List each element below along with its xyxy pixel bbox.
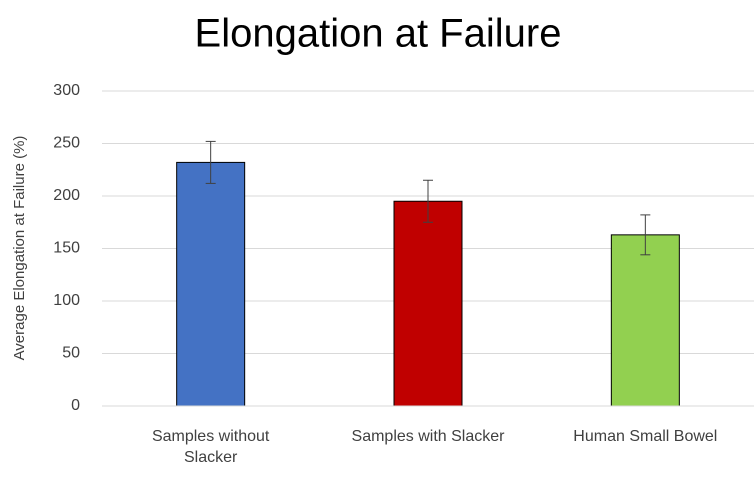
- error-bar: [423, 179, 433, 223]
- y-axis-label: Average Elongation at Failure (%): [11, 136, 28, 361]
- chart-title: Elongation at Failure: [195, 12, 562, 56]
- error-bar: [205, 140, 216, 184]
- error-bar: [640, 214, 651, 256]
- bar: [610, 234, 680, 407]
- y-tick-label: 100: [53, 292, 80, 309]
- bar: [393, 200, 463, 407]
- y-tick-label: 200: [53, 187, 80, 204]
- x-tick-label: Samples without Slacker: [151, 428, 270, 466]
- y-tick-label: 50: [62, 345, 80, 362]
- bar: [176, 161, 246, 407]
- x-tick-label: Samples with Slacker: [351, 428, 505, 445]
- y-tick-label: 0: [71, 397, 80, 414]
- y-tick-label: 150: [53, 240, 80, 257]
- y-tick-label: 300: [53, 82, 80, 99]
- x-tick-label: Human Small Bowel: [573, 428, 718, 445]
- y-tick-label: 250: [53, 135, 80, 152]
